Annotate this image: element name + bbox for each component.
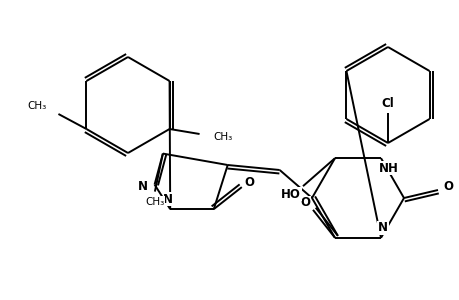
Text: O: O: [299, 196, 309, 209]
Text: CH₃: CH₃: [27, 101, 46, 111]
Text: CH₃: CH₃: [213, 132, 232, 142]
Text: N: N: [377, 221, 387, 234]
Text: NH: NH: [378, 162, 398, 175]
Text: O: O: [442, 181, 452, 194]
Text: Cl: Cl: [381, 97, 393, 110]
Text: N: N: [163, 193, 173, 206]
Text: HO: HO: [280, 188, 300, 201]
Text: O: O: [244, 176, 254, 189]
Text: CH₃: CH₃: [145, 196, 164, 207]
Text: N: N: [137, 180, 147, 193]
